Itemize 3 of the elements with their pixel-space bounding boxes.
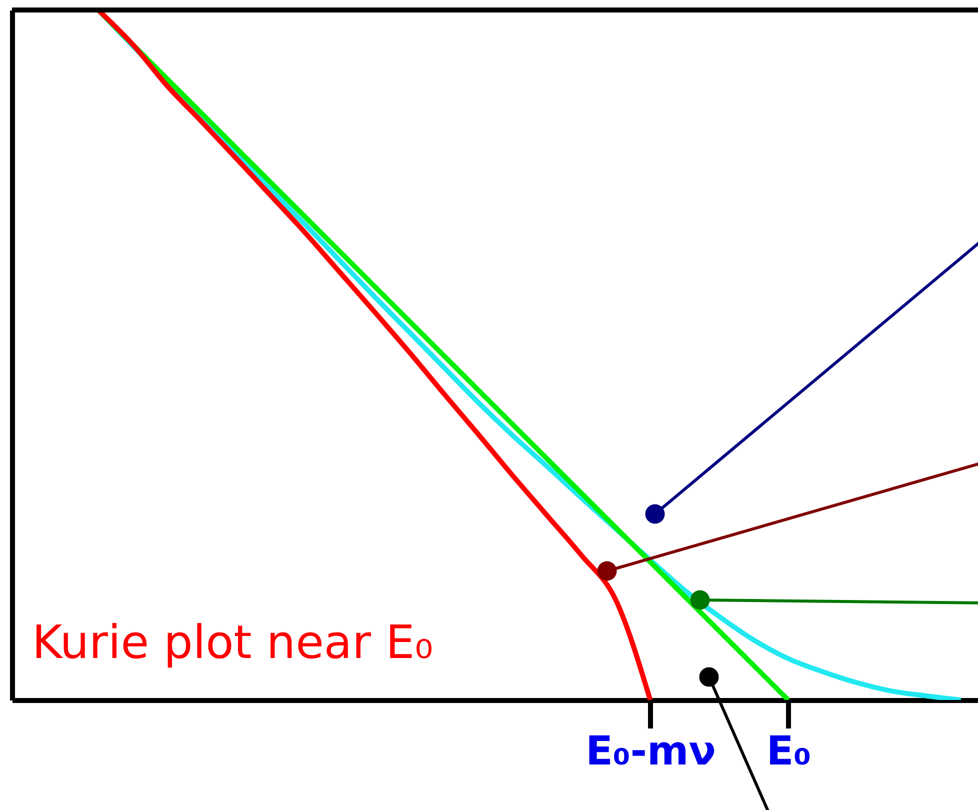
annotation: Kurie plot near E₀ xyxy=(32,615,434,669)
x-tick-label: E₀ xyxy=(766,728,812,774)
x-tick-label: E₀-mν xyxy=(586,728,716,774)
